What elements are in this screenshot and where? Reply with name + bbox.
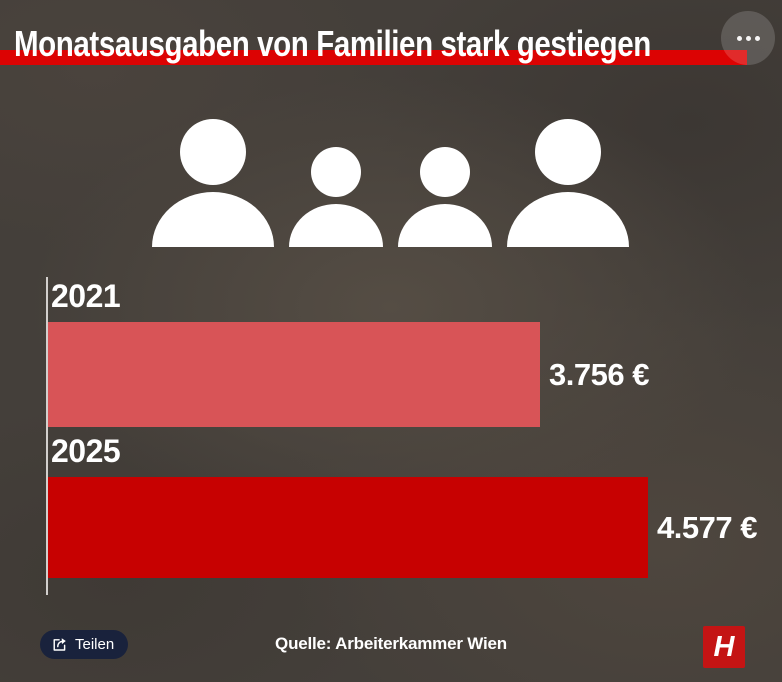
bar-2021 — [48, 322, 540, 427]
page-title: Monatsausgaben von Familien stark gestie… — [14, 23, 651, 64]
title-banner — [0, 50, 747, 65]
more-options-button[interactable] — [721, 11, 775, 65]
heute-logo-letter: H — [713, 630, 735, 663]
ellipsis-icon — [754, 35, 760, 41]
ellipsis-icon — [745, 35, 751, 41]
bar-value-2025: 4.577 € — [657, 509, 757, 545]
bar-value-2021: 3.756 € — [549, 356, 649, 392]
person-child-icon — [398, 147, 492, 247]
share-button[interactable]: Teilen — [40, 630, 129, 659]
person-adult-icon — [507, 119, 629, 247]
person-adult-icon — [152, 119, 274, 247]
heute-logo[interactable]: H — [703, 626, 745, 668]
share-button-label: Teilen — [75, 636, 115, 653]
ellipsis-icon — [736, 35, 742, 41]
bar-row-2025: 4.577 € — [48, 477, 757, 578]
bar-2025 — [48, 477, 648, 578]
source-text: Quelle: Arbeiterkammer Wien — [275, 634, 507, 653]
chart-axis-line — [46, 277, 48, 595]
bar-label-2025: 2025 — [51, 433, 121, 469]
share-icon — [53, 638, 66, 651]
family-icons — [152, 119, 632, 247]
bar-label-2021: 2021 — [51, 278, 121, 314]
person-child-icon — [289, 147, 383, 247]
bar-row-2021: 3.756 € — [48, 322, 649, 427]
